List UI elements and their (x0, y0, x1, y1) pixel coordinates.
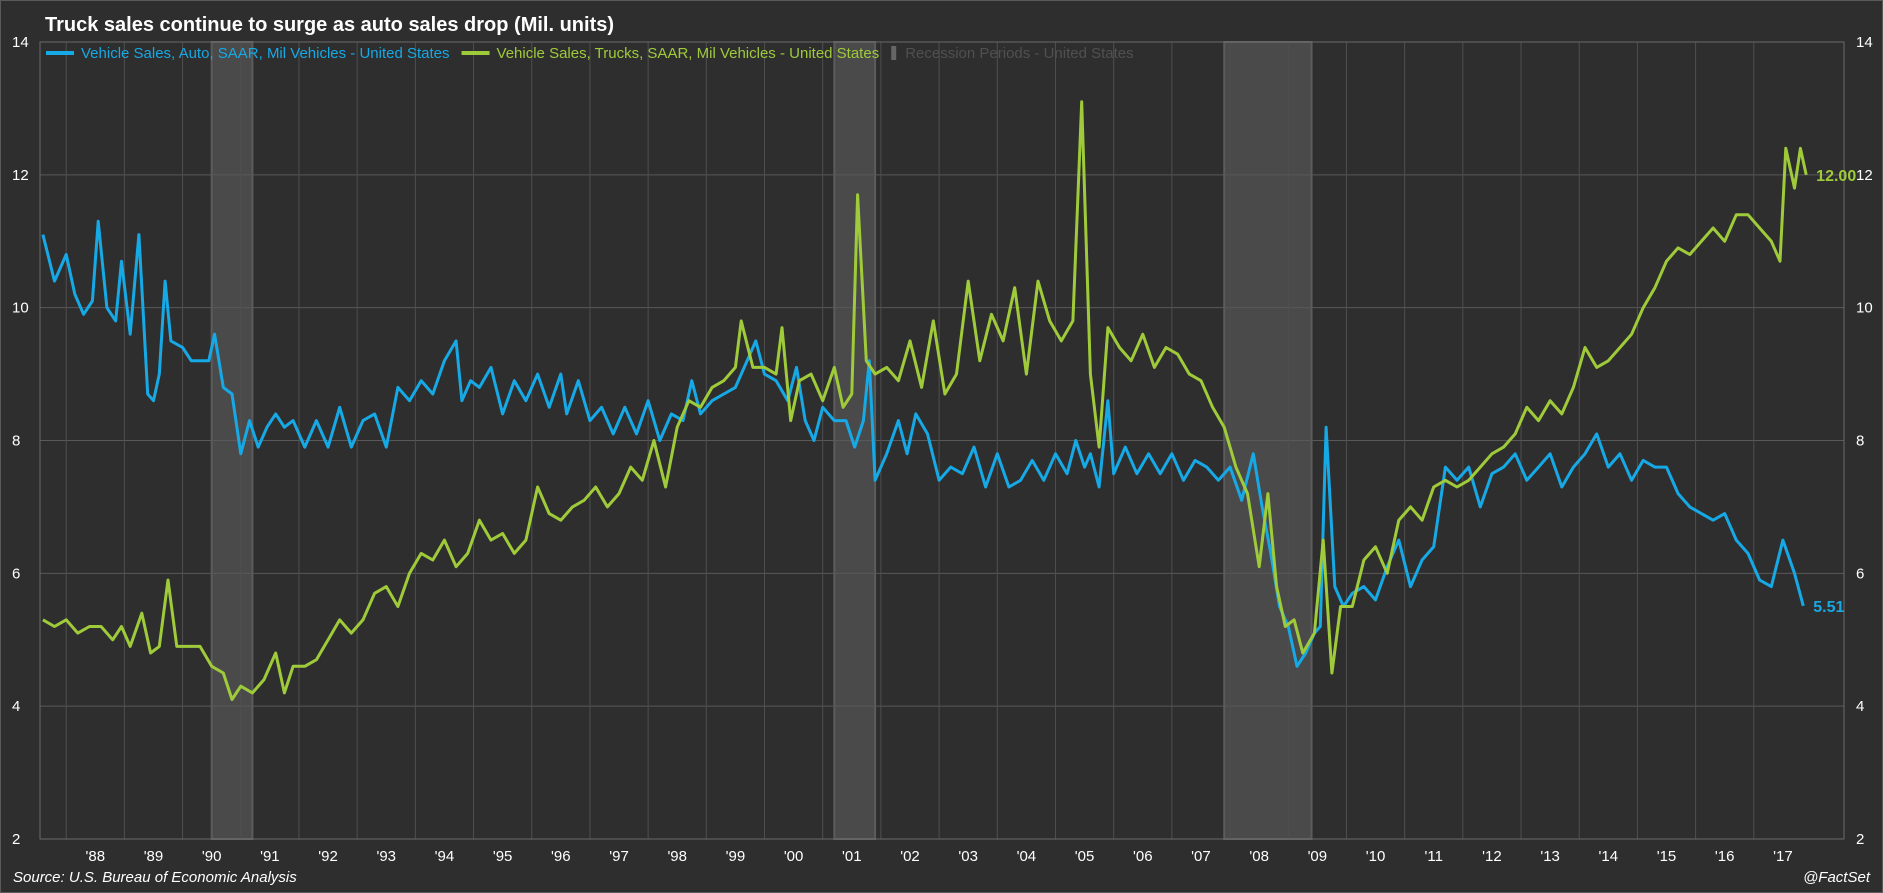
x-tick-label: '88 (86, 848, 106, 865)
y-tick-label-left: 14 (12, 34, 29, 51)
x-tick-label: '92 (318, 848, 338, 865)
y-tick-label-left: 4 (12, 698, 20, 715)
y-tick-label-right: 8 (1856, 433, 1864, 450)
legend-swatch (891, 46, 897, 60)
y-tick-label-left: 12 (12, 167, 29, 184)
y-tick-label-left: 2 (12, 831, 20, 848)
y-tick-label-left: 8 (12, 433, 20, 450)
x-tick-label: '97 (609, 848, 629, 865)
x-tick-label: '13 (1540, 848, 1560, 865)
legend-item: Recession Periods - United States (905, 45, 1133, 62)
x-tick-label: '12 (1482, 848, 1502, 865)
y-tick-label-right: 4 (1856, 698, 1864, 715)
gridlines (40, 42, 1844, 839)
x-tick-label: '89 (144, 848, 164, 865)
legend-item: Vehicle Sales, Trucks, SAAR, Mil Vehicle… (497, 45, 880, 62)
legend-item: Vehicle Sales, Auto, SAAR, Mil Vehicles … (81, 45, 450, 62)
x-tick-label: '95 (493, 848, 513, 865)
y-tick-label-left: 10 (12, 300, 29, 317)
axes: 2 2 4 4 6 6 8 8 10 10 12 12 14 14 '88 '89 '90 '91 '92 '93 '9… (12, 34, 1873, 865)
x-tick-label: '16 (1715, 848, 1735, 865)
credit-note: @FactSet (1803, 869, 1870, 886)
legend: Vehicle Sales, Auto, SAAR, Mil Vehicles … (46, 45, 1134, 62)
y-tick-label-right: 10 (1856, 300, 1873, 317)
x-tick-label: '93 (376, 848, 396, 865)
x-tick-label: '10 (1366, 848, 1386, 865)
series-end-label: 12.00 (1816, 168, 1856, 185)
x-tick-label: '17 (1773, 848, 1793, 865)
x-tick-label: '15 (1657, 848, 1677, 865)
chart-title: Truck sales continue to surge as auto sa… (45, 14, 615, 36)
x-tick-label: '01 (842, 848, 862, 865)
x-tick-label: '06 (1133, 848, 1153, 865)
y-tick-label-left: 6 (12, 565, 20, 582)
series-end-label: 5.51 (1813, 599, 1844, 616)
source-note: Source: U.S. Bureau of Economic Analysis (13, 869, 297, 886)
x-tick-label: '05 (1075, 848, 1095, 865)
x-tick-label: '00 (784, 848, 804, 865)
x-tick-label: '08 (1249, 848, 1269, 865)
x-tick-label: '91 (260, 848, 280, 865)
y-tick-label-right: 14 (1856, 34, 1873, 51)
x-tick-label: '14 (1599, 848, 1619, 865)
series-line-trucks (42, 100, 1808, 701)
x-tick-label: '02 (900, 848, 920, 865)
x-tick-label: '96 (551, 848, 571, 865)
series: 5.51 12.00 (41, 100, 1856, 701)
x-tick-label: '07 (1191, 848, 1211, 865)
x-tick-label: '94 (435, 848, 455, 865)
x-tick-label: '04 (1017, 848, 1037, 865)
x-tick-label: '09 (1308, 848, 1328, 865)
x-tick-label: '99 (726, 848, 746, 865)
plot-area-border (39, 41, 1845, 840)
x-tick-label: '90 (202, 848, 222, 865)
y-tick-label-right: 12 (1856, 167, 1873, 184)
x-tick-label: '11 (1425, 848, 1443, 865)
y-tick-label-right: 6 (1856, 565, 1864, 582)
y-tick-label-right: 2 (1856, 831, 1864, 848)
x-tick-label: '03 (958, 848, 978, 865)
series-line-auto (41, 219, 1805, 668)
x-tick-label: '98 (667, 848, 687, 865)
